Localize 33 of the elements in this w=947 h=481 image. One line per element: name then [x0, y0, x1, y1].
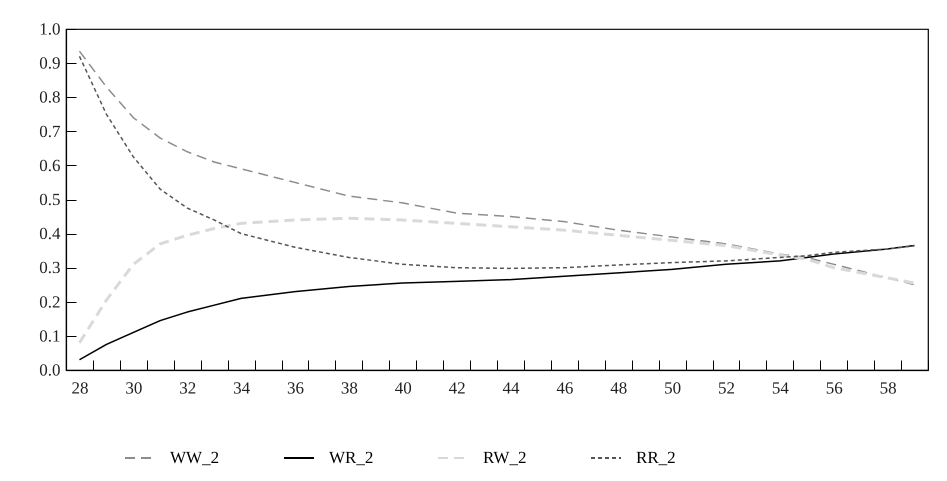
x-tick-label: 34 — [233, 378, 251, 398]
y-tick-label: 0.9 — [39, 54, 60, 73]
x-tick-label: 40 — [394, 378, 412, 398]
line-series — [78, 244, 916, 361]
x-tick-label: 42 — [448, 378, 466, 398]
y-tick-label: 0.0 — [39, 360, 60, 380]
x-tick-label: 32 — [179, 378, 196, 398]
y-tick-label: 0.7 — [39, 122, 61, 141]
x-tick-label: 38 — [340, 378, 358, 398]
y-tick-label: 0.8 — [39, 88, 60, 107]
x-tick-label: 52 — [718, 378, 735, 398]
x-tick-label: 54 — [772, 378, 790, 398]
x-tick-label: 50 — [664, 378, 682, 398]
line-series — [78, 216, 916, 344]
x-tick-label: 56 — [826, 378, 843, 398]
x-tick-label: 28 — [71, 378, 88, 398]
y-tick-label: 0.2 — [39, 292, 60, 312]
legend-label: WR_2 — [329, 448, 374, 467]
legend-label: WW_2 — [170, 448, 220, 467]
legend-label: RW_2 — [483, 448, 526, 467]
y-tick-label: 0.6 — [39, 156, 60, 175]
legend-label: RR_2 — [636, 448, 676, 467]
y-tick-label: 1.0 — [39, 20, 60, 38]
y-tick-label: 0.4 — [39, 224, 61, 244]
y-tick-label: 0.5 — [39, 190, 60, 209]
x-tick-label: 46 — [556, 378, 574, 398]
x-tick-label: 48 — [610, 378, 628, 398]
x-tick-label: 30 — [125, 378, 142, 398]
y-tick-label: 0.1 — [39, 326, 60, 346]
x-tick-label: 36 — [286, 378, 304, 398]
x-tick-label: 58 — [880, 378, 897, 398]
y-tick-label: 0.3 — [39, 258, 60, 278]
x-tick-label: 44 — [502, 378, 520, 398]
